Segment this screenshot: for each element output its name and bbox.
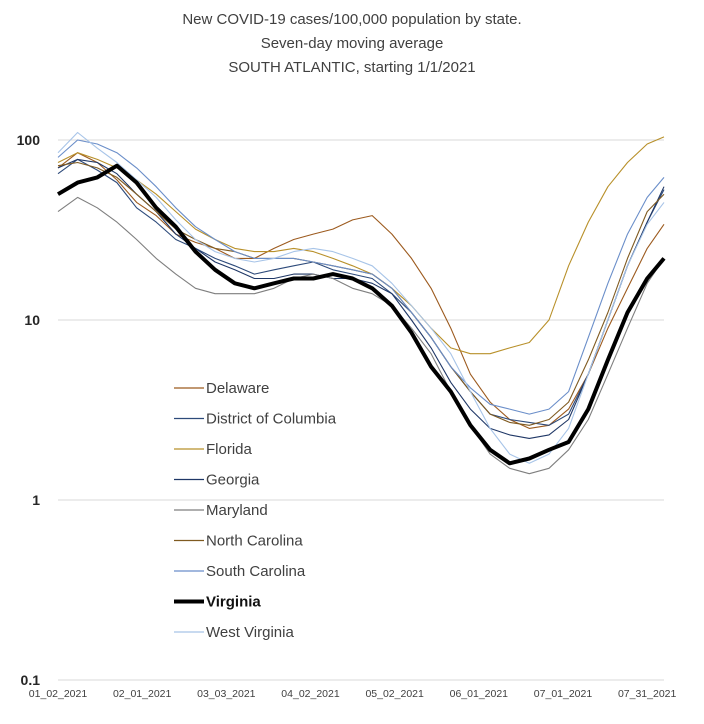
x-tick-label: 03_03_2021 — [197, 688, 256, 700]
series-line-georgia — [57, 158, 665, 439]
series-line-virginia — [56, 163, 666, 466]
legend-item-district-of-columbia: District of Columbia — [174, 411, 337, 428]
title-line-2: Seven-day moving average — [261, 35, 444, 52]
legend-item-georgia: Georgia — [174, 472, 260, 489]
gridlines — [58, 139, 664, 681]
title-line-3: SOUTH ATLANTIC, starting 1/1/2021 — [228, 59, 475, 76]
chart-title: New COVID-19 cases/100,000 population by… — [182, 11, 521, 76]
series-lines — [56, 131, 666, 475]
legend-label: North Carolina — [206, 533, 303, 550]
x-tick-label: 06_01_2021 — [450, 688, 509, 700]
x-tick-label: 04_02_2021 — [281, 688, 340, 700]
y-axis-ticks: 100 10 1 0.1 — [17, 132, 41, 688]
y-tick-label: 10 — [24, 312, 40, 328]
y-tick-label: 1 — [32, 492, 40, 508]
title-line-1: New COVID-19 cases/100,000 population by… — [182, 11, 521, 28]
series-line-delaware — [57, 152, 665, 429]
legend-label: Georgia — [206, 472, 260, 489]
legend-label: South Carolina — [206, 563, 306, 580]
series-line-district-of-columbia — [57, 158, 665, 426]
x-axis-ticks: 01_02_2021 02_01_2021 03_03_2021 04_02_2021… — [29, 688, 677, 700]
legend-item-delaware: Delaware — [174, 380, 269, 397]
legend-label: West Virginia — [206, 624, 294, 641]
y-tick-label: 0.1 — [21, 672, 41, 688]
legend-label: Florida — [206, 441, 253, 458]
legend-item-maryland: Maryland — [174, 502, 268, 519]
x-tick-label: 01_02_2021 — [29, 688, 88, 700]
x-tick-label: 07_01_2021 — [534, 688, 593, 700]
legend-item-west-virginia: West Virginia — [174, 624, 294, 641]
legend-label: Maryland — [206, 502, 268, 519]
legend-item-north-carolina: North Carolina — [174, 533, 303, 550]
legend-label: Virginia — [206, 594, 261, 611]
series-line-south-carolina — [57, 139, 665, 415]
legend: Delaware District of Columbia Florida Georg… — [174, 380, 337, 641]
y-tick-label: 100 — [17, 132, 41, 148]
x-tick-label: 05_02_2021 — [365, 688, 424, 700]
legend-label: Delaware — [206, 380, 269, 397]
x-tick-label: 02_01_2021 — [113, 688, 172, 700]
legend-item-florida: Florida — [174, 441, 253, 458]
series-line-florida — [57, 136, 665, 355]
series-line-north-carolina — [57, 161, 665, 426]
legend-item-south-carolina: South Carolina — [174, 563, 306, 580]
series-line-maryland — [57, 196, 665, 475]
series-line-west-virginia — [57, 131, 665, 464]
x-tick-label: 07_31_2021 — [618, 688, 677, 700]
legend-label: District of Columbia — [206, 411, 337, 428]
legend-item-virginia: Virginia — [174, 594, 261, 611]
